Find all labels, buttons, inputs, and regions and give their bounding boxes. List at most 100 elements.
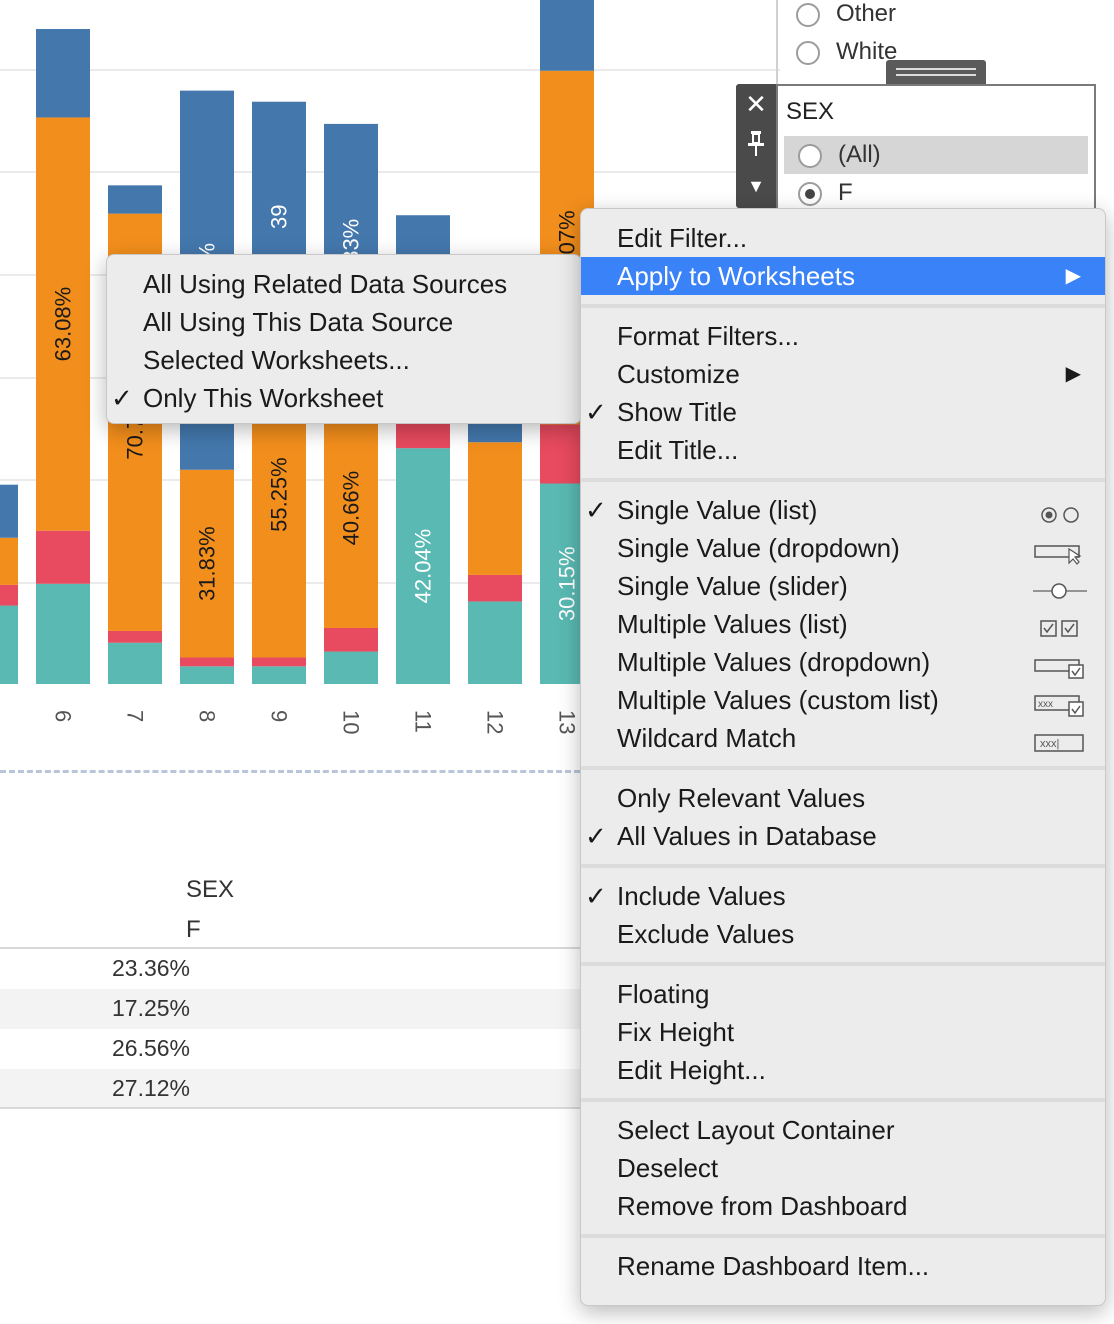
bar-segment-teal-8[interactable]	[180, 666, 234, 684]
filter-option-all-highlight	[784, 136, 1088, 174]
bar-data-label: 40.66%	[339, 471, 364, 546]
bar-segment-red-5[interactable]	[0, 584, 18, 606]
close-icon[interactable]: ✕	[745, 89, 767, 119]
menu-item-only-relevant-values[interactable]: Only Relevant Values	[581, 779, 1105, 817]
crosstab-column-value: F	[186, 916, 201, 943]
menu-item-customize[interactable]: Customize ▶	[581, 355, 1105, 393]
bar-segment-red-9[interactable]	[252, 657, 306, 667]
menu-item-exclude-values[interactable]: Exclude Values	[581, 915, 1105, 953]
table-row[interactable]: 23.36%	[0, 949, 580, 989]
bar-segment-teal-12[interactable]	[468, 601, 522, 684]
menu-item-edit-title[interactable]: Edit Title...	[581, 431, 1105, 469]
menu-item-apply-to-worksheets[interactable]: Apply to Worksheets ▶	[581, 257, 1105, 295]
bar-segment-red-6[interactable]	[36, 530, 90, 584]
bar-segment-blue-5[interactable]	[0, 484, 18, 538]
bar-data-label: 55.25%	[267, 457, 292, 532]
menu-item-label: Multiple Values (list)	[617, 609, 848, 639]
table-row[interactable]: 26.56%	[0, 1029, 580, 1069]
checkmark-icon: ✓	[585, 397, 607, 427]
menu-item-all-using-this-data-source[interactable]: All Using This Data Source	[143, 307, 454, 337]
menu-item-label: Edit Title...	[617, 435, 739, 465]
menu-item-label: Edit Filter...	[617, 223, 748, 253]
menu-item-show-title[interactable]: ✓ Show Title	[581, 393, 1105, 431]
bar-segment-red-7[interactable]	[108, 630, 162, 643]
bar-segment-teal-7[interactable]	[108, 642, 162, 684]
x-tick-label: 11	[411, 710, 436, 733]
table-row[interactable]: 17.25%	[0, 989, 580, 1029]
bar-segment-teal-11[interactable]	[396, 448, 450, 684]
menu-item-fix-height[interactable]: Fix Height	[581, 1013, 1105, 1051]
menu-item-select-layout-container[interactable]: Select Layout Container	[581, 1111, 1105, 1149]
menu-item-all-using-related-data-sources[interactable]: All Using Related Data Sources	[143, 269, 508, 299]
checkmark-icon: ✓	[585, 821, 607, 851]
bar-segment-teal-6[interactable]	[36, 583, 90, 684]
bar-segment-teal-9[interactable]	[252, 666, 306, 684]
menu-item-single-value-slider[interactable]: Single Value (slider)	[581, 567, 1105, 605]
menu-item-label: Multiple Values (custom list)	[617, 685, 939, 715]
bar-segment-blue-11[interactable]	[396, 215, 450, 257]
menu-item-edit-height[interactable]: Edit Height...	[581, 1051, 1105, 1089]
menu-item-multiple-values-dropdown[interactable]: Multiple Values (dropdown)	[581, 643, 1105, 681]
menu-separator	[581, 478, 1105, 482]
dropdown-arrow-icon[interactable]: ▼	[747, 176, 765, 196]
bar-segment-red-12[interactable]	[468, 574, 522, 602]
menu-item-include-values[interactable]: ✓ Include Values	[581, 877, 1105, 915]
menu-item-label: Apply to Worksheets	[617, 261, 855, 291]
submenu-arrow-icon: ▶	[1065, 363, 1081, 385]
checkmark-icon: ✓	[585, 495, 607, 525]
menu-item-deselect[interactable]: Deselect	[581, 1149, 1105, 1187]
bar-segment-red-8[interactable]	[180, 657, 234, 667]
submenu-arrow-icon: ▶	[1065, 265, 1081, 287]
menu-item-format-filters[interactable]: Format Filters...	[581, 317, 1105, 355]
menu-separator	[581, 304, 1105, 308]
menu-item-label: Multiple Values (dropdown)	[617, 647, 931, 677]
menu-item-rename-dashboard-item[interactable]: Rename Dashboard Item...	[581, 1247, 1105, 1285]
radio-icon	[798, 144, 822, 168]
x-tick-label: 6	[51, 710, 76, 722]
bar-segment-orange-10[interactable]	[324, 388, 378, 628]
checkmark-icon: ✓	[111, 383, 133, 413]
menu-item-multiple-values-list[interactable]: Multiple Values (list)	[581, 605, 1105, 643]
bar-segment-orange-12[interactable]	[468, 442, 522, 575]
filter-card-title: SEX	[786, 98, 835, 125]
menu-item-label: Deselect	[617, 1153, 719, 1183]
bar-segment-blue-13[interactable]	[540, 0, 594, 71]
menu-item-single-value-dropdown[interactable]: Single Value (dropdown)	[581, 529, 1105, 567]
menu-separator	[581, 962, 1105, 966]
table-row[interactable]: 27.12%	[0, 1069, 580, 1109]
menu-item-all-values-in-database[interactable]: ✓ All Values in Database	[581, 817, 1105, 855]
menu-item-label: Wildcard Match	[617, 723, 797, 753]
menu-item-multiple-values-custom-list[interactable]: Multiple Values (custom list) xxx	[581, 681, 1105, 719]
filter-context-menu: Edit Filter... Apply to Worksheets ▶ Format…	[580, 208, 1106, 1306]
bar-segment-teal-5[interactable]	[0, 605, 18, 684]
menu-separator	[581, 1234, 1105, 1238]
sex-filter-card: SEX (All) F	[776, 84, 1096, 214]
bar-segment-orange-8[interactable]	[180, 469, 234, 658]
drag-handle-grip[interactable]	[886, 60, 986, 86]
table-cell: 17.25%	[112, 995, 191, 1021]
menu-item-wildcard-match[interactable]: Wildcard Match xxx|	[581, 719, 1105, 757]
pin-icon[interactable]	[736, 124, 776, 164]
menu-item-label: Edit Height...	[617, 1055, 766, 1085]
bar-segment-orange-5[interactable]	[0, 537, 18, 585]
menu-item-label: Exclude Values	[617, 919, 795, 949]
menu-item-selected-worksheets[interactable]: Selected Worksheets...	[143, 345, 410, 375]
menu-item-label: Fix Height	[617, 1017, 735, 1047]
menu-item-floating[interactable]: Floating	[581, 975, 1105, 1013]
menu-separator	[581, 864, 1105, 868]
bar-segment-blue-7[interactable]	[108, 185, 162, 214]
radio-icon	[796, 41, 820, 65]
filter-card-border	[776, 0, 778, 84]
crosstab-bottom-border	[0, 1107, 580, 1109]
checkbox-pair-icon	[1031, 613, 1087, 637]
bar-segment-red-10[interactable]	[324, 627, 378, 652]
bar-segment-blue-6[interactable]	[36, 29, 90, 118]
menu-item-label: Include Values	[617, 881, 786, 911]
menu-item-remove-from-dashboard[interactable]: Remove from Dashboard	[581, 1187, 1105, 1225]
menu-item-edit-filter[interactable]: Edit Filter...	[581, 219, 1105, 257]
bar-segment-orange-6[interactable]	[36, 117, 90, 531]
menu-item-single-value-list[interactable]: ✓ Single Value (list)	[581, 491, 1105, 529]
bar-data-label: 42.04%	[411, 529, 436, 604]
menu-item-only-this-worksheet[interactable]: ✓ Only This Worksheet	[107, 379, 581, 417]
bar-segment-teal-10[interactable]	[324, 651, 378, 684]
